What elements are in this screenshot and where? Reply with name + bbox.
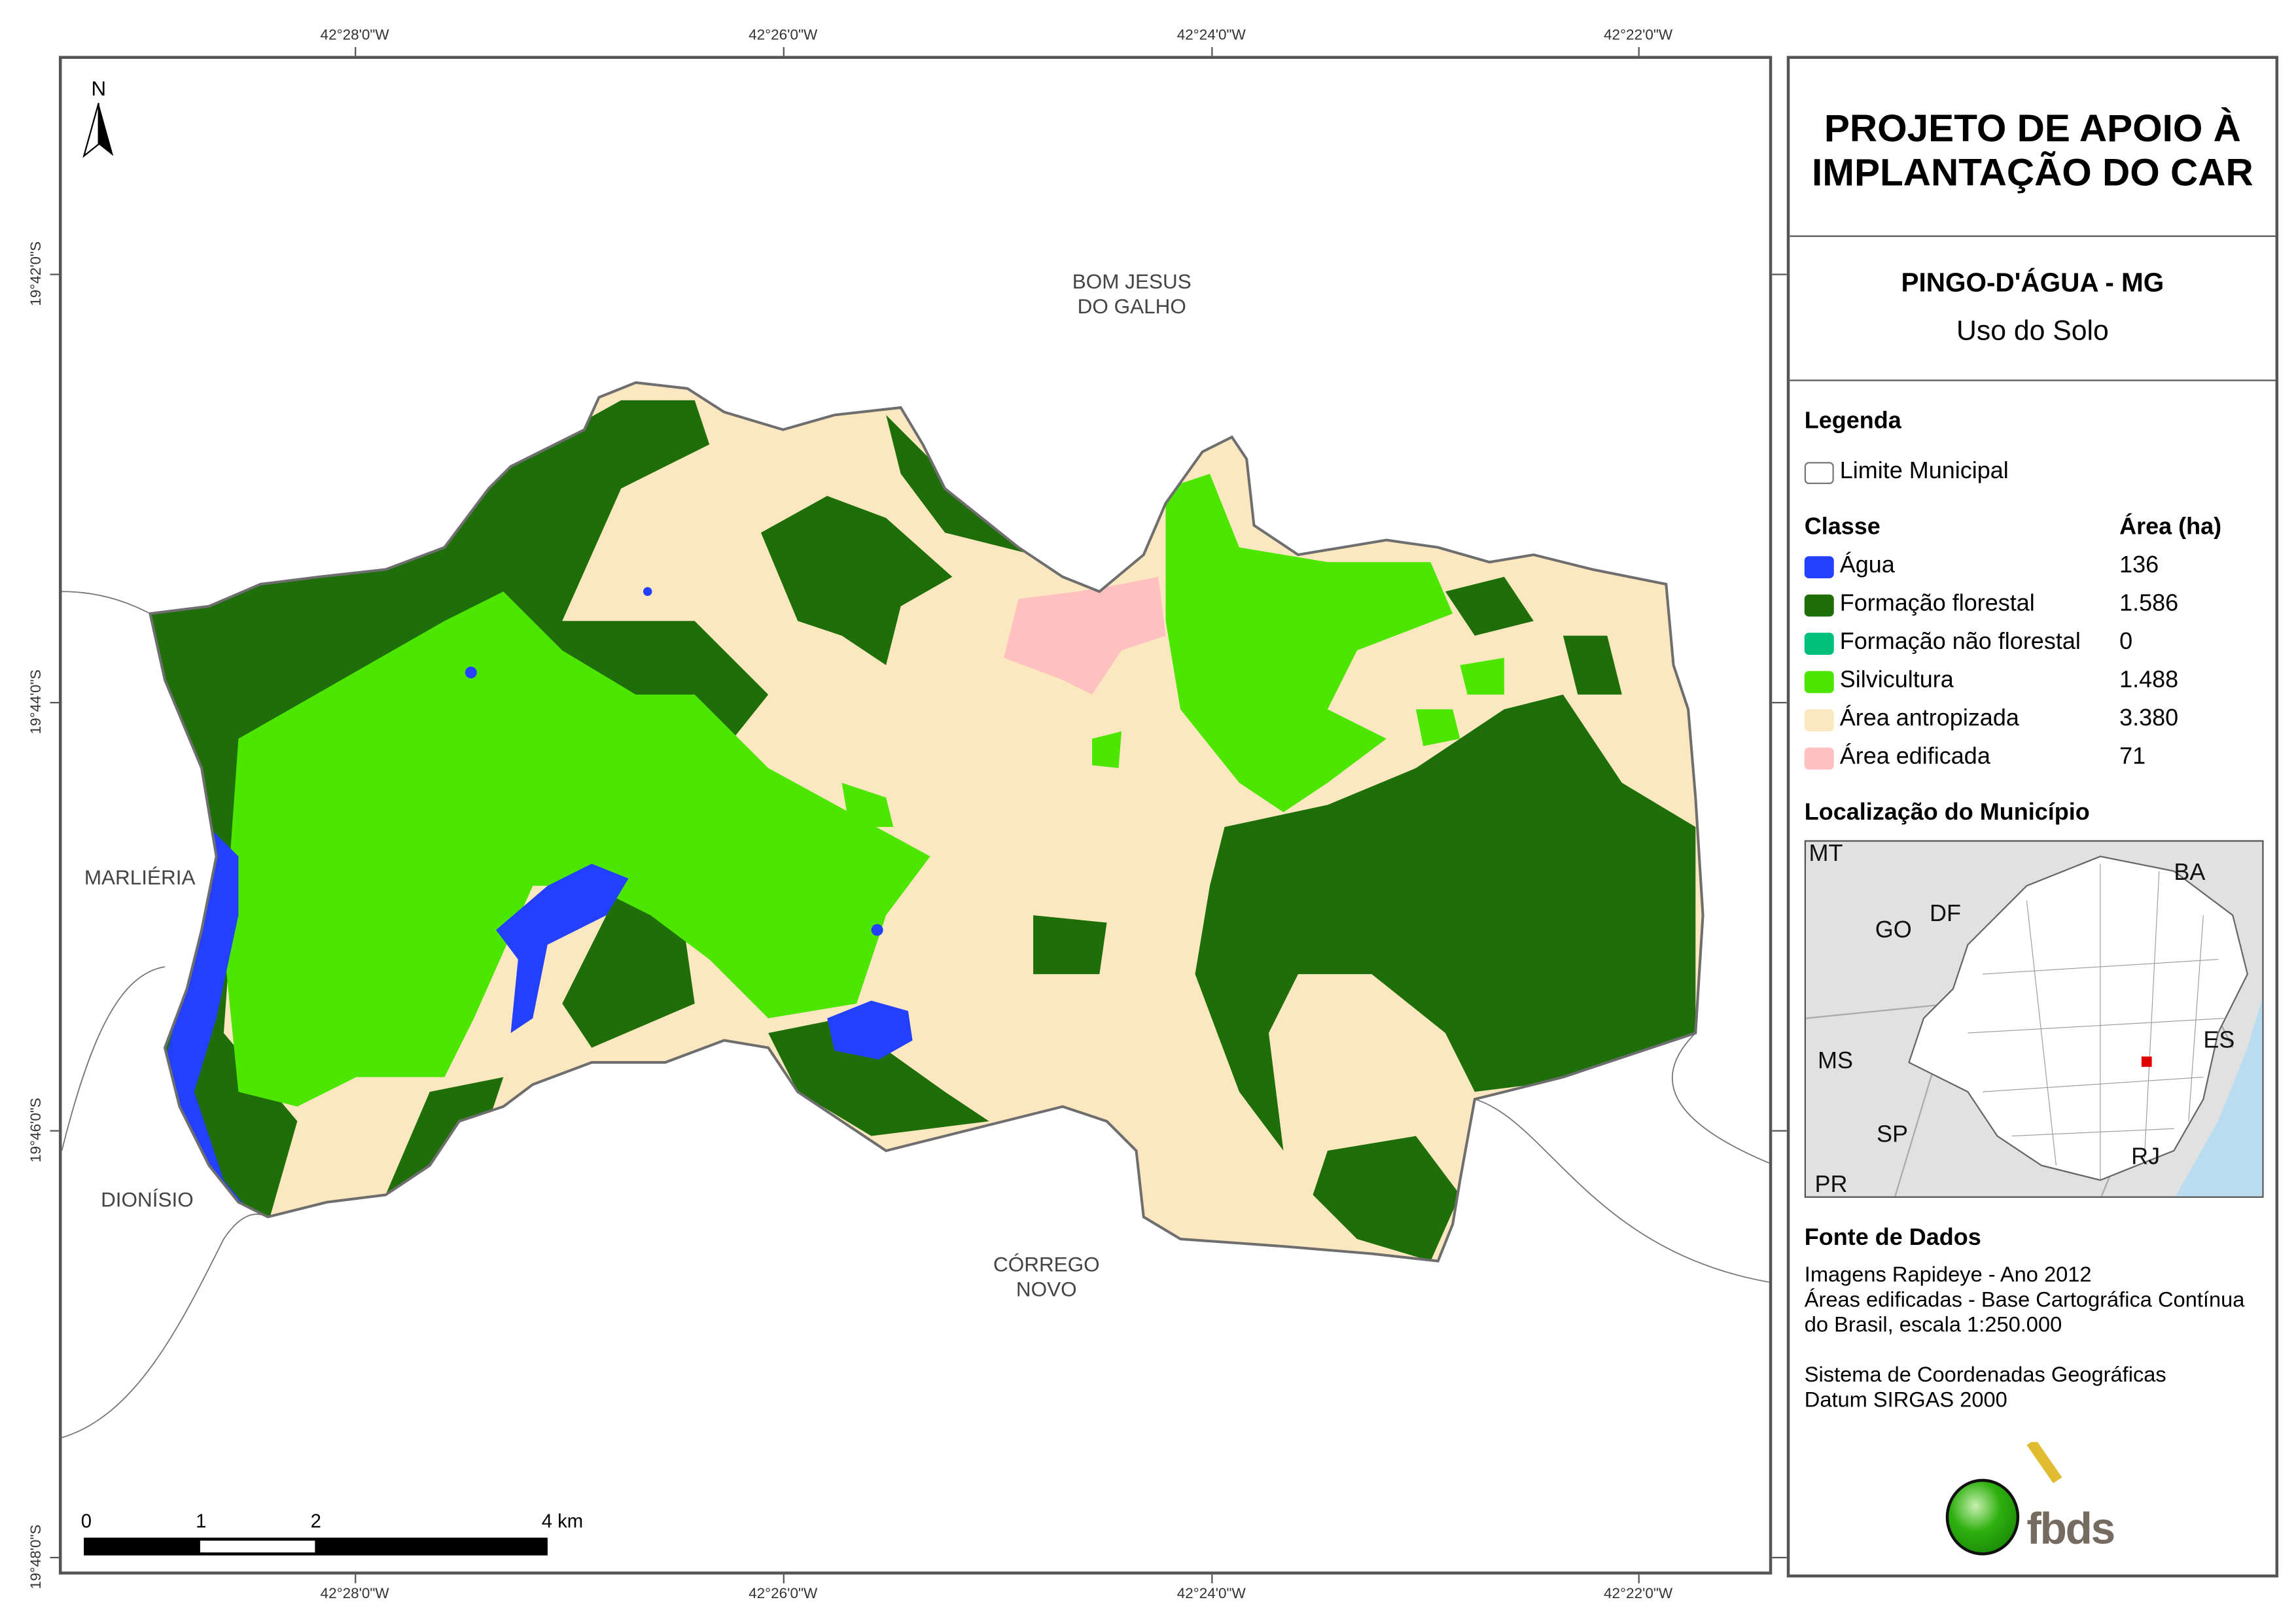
area-edificada — [1004, 576, 1166, 695]
silvicultura — [223, 474, 1504, 1107]
source-line: Sistema de Coordenadas Geográficas — [1804, 1364, 2166, 1388]
legend-swatch — [1804, 671, 1834, 693]
map-frame: N BOM JESUS DO GALHO MARLIÉRIA DIONÍSIO C… — [58, 56, 1773, 1575]
legend-label: Área edificada — [1839, 744, 1990, 770]
map-theme: Uso do Solo — [1956, 316, 2109, 347]
neighbor-label-corrego-novo: CÓRREGO NOVO — [993, 1252, 1100, 1301]
land-use-classes — [150, 382, 1703, 1261]
legend-swatch — [1804, 633, 1834, 655]
legend-area: 71 — [2119, 744, 2146, 770]
longitude-label: 42°28'0"W — [320, 1586, 389, 1603]
legend-label: Formação florestal — [1839, 591, 2035, 617]
class-header: Classe — [1804, 515, 1881, 540]
legend-label: Área antropizada — [1839, 706, 2019, 731]
sources-heading: Fonte de Dados — [1804, 1225, 1981, 1251]
scale-label: 2 — [310, 1509, 321, 1532]
land-use-map — [62, 59, 1769, 1439]
state-label: MT — [1809, 841, 1843, 867]
area-header: Área (ha) — [2119, 515, 2222, 540]
legend-area: 0 — [2119, 629, 2133, 655]
legend-label: Formação não florestal — [1839, 629, 2081, 655]
latitude-label: 19°42'0"S — [28, 241, 45, 306]
state-label: RJ — [2131, 1145, 2161, 1170]
scale-label: 0 — [80, 1509, 92, 1532]
scale-label: 4 km — [541, 1509, 584, 1532]
scale-label: 1 — [196, 1509, 207, 1532]
legend-swatch — [1804, 594, 1834, 617]
inset-map-graphic — [1806, 855, 2263, 1196]
longitude-label: 42°24'0"W — [1176, 27, 1246, 44]
neighbor-label-dionisio: DIONÍSIO — [101, 1187, 194, 1212]
latitude-label: 19°46'0"S — [28, 1098, 45, 1162]
state-label: PR — [1814, 1172, 1848, 1198]
state-label: DF — [1929, 901, 1961, 928]
north-label: N — [91, 76, 107, 100]
municipality-name: PINGO-D'ÁGUA - MG — [1901, 268, 2164, 298]
north-arrow-icon — [82, 103, 114, 158]
project-title: PROJETO DE APOIO À IMPLANTAÇÃO DO CAR — [1812, 105, 2253, 194]
source-line: Imagens Rapideye - Ano 2012 — [1804, 1264, 2092, 1288]
state-label: SP — [1876, 1123, 1908, 1148]
source-line: Datum SIRGAS 2000 — [1804, 1389, 2007, 1413]
state-label: GO — [1875, 918, 1912, 943]
legend-area: 1.488 — [2119, 668, 2179, 693]
state-label: MS — [1818, 1049, 1853, 1075]
state-label: ES — [2203, 1028, 2235, 1054]
logo-text: fbds — [2026, 1505, 2115, 1554]
municipality-location-marker — [2141, 1056, 2152, 1067]
legend-heading: Legenda — [1804, 409, 1901, 434]
boundary-swatch — [1804, 462, 1834, 485]
legend-label: Silvicultura — [1839, 668, 1954, 693]
longitude-label: 42°26'0"W — [749, 27, 818, 44]
legend-swatch — [1804, 709, 1834, 731]
state-label: BA — [2174, 860, 2206, 886]
legend-label: Água — [1839, 553, 1895, 579]
neighbor-boundaries — [62, 591, 1769, 1439]
legend-area: 136 — [2119, 553, 2159, 579]
legend-swatch — [1804, 747, 1834, 770]
boundary-label: Limite Municipal — [1839, 459, 2009, 485]
neighbor-label-bom-jesus: BOM JESUS DO GALHO — [1072, 269, 1192, 318]
latitude-label: 19°48'0"S — [28, 1524, 45, 1590]
source-line: do Brasil, escala 1:250.000 — [1804, 1314, 2062, 1338]
legend-swatch — [1804, 556, 1834, 579]
longitude-label: 42°22'0"W — [1604, 27, 1673, 44]
longitude-label: 42°28'0"W — [320, 27, 389, 44]
source-line: Áreas edificadas - Base Cartográfica Con… — [1804, 1289, 2245, 1313]
location-inset-map: MT BA GO DF MS ES SP RJ PR — [1804, 840, 2264, 1198]
longitude-label: 42°26'0"W — [749, 1586, 818, 1603]
location-heading: Localização do Município — [1804, 800, 2090, 826]
legend-area: 3.380 — [2119, 706, 2179, 731]
fbds-logo: fbds — [1944, 1439, 2135, 1560]
info-panel: PROJETO DE APOIO À IMPLANTAÇÃO DO CAR PIN… — [1786, 56, 2279, 1578]
longitude-label: 42°24'0"W — [1176, 1586, 1246, 1603]
neighbor-label-marlieria: MARLIÉRIA — [84, 865, 196, 889]
longitude-label: 42°22'0"W — [1604, 1586, 1673, 1603]
latitude-label: 19°44'0"S — [28, 669, 45, 735]
legend-area: 1.586 — [2119, 591, 2179, 617]
